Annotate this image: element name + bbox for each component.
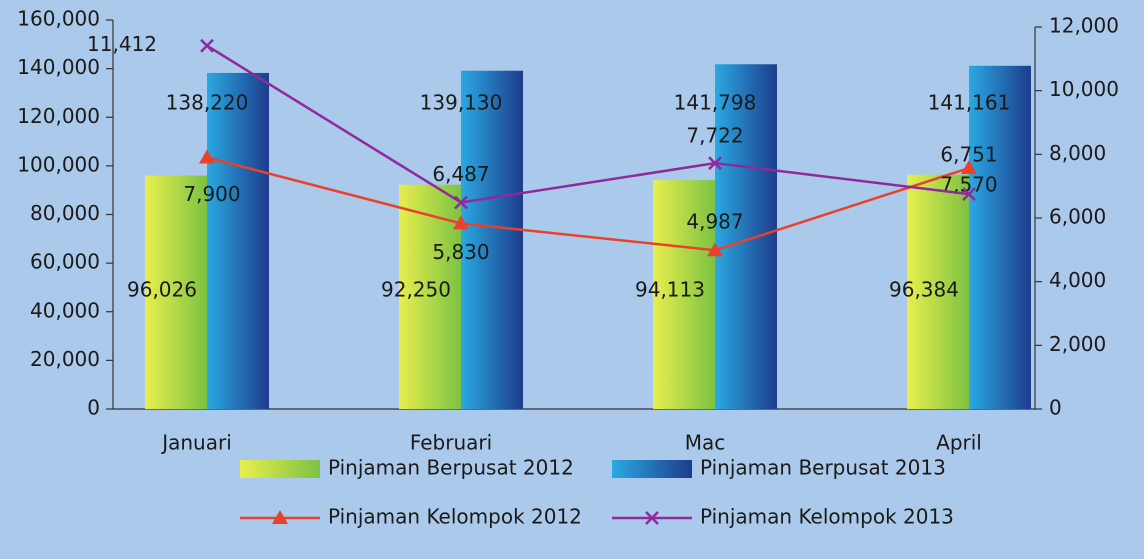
value-label: 141,161: [928, 91, 1011, 115]
bar: [145, 175, 207, 409]
x-tick-label: April: [936, 431, 982, 455]
x-tick-label: Februari: [410, 431, 492, 455]
y-tick-label: 160,000: [17, 7, 100, 31]
x-tick-label: Mac: [685, 431, 726, 455]
y-tick-label: 60,000: [30, 250, 100, 274]
marker: [962, 187, 976, 201]
value-label: 4,987: [686, 210, 743, 234]
legend-swatch: [612, 460, 692, 478]
value-label: 7,722: [686, 124, 743, 148]
value-label: 92,250: [381, 278, 451, 302]
y-tick-label: 0: [87, 396, 100, 420]
y2-tick-label: 4,000: [1049, 268, 1106, 292]
y-tick-label: 140,000: [17, 55, 100, 79]
y-tick-label: 20,000: [30, 347, 100, 371]
marker: [200, 38, 214, 53]
y-tick-label: 120,000: [17, 104, 100, 128]
marker: [708, 156, 722, 171]
value-label: 96,384: [889, 278, 959, 302]
value-label: 94,113: [635, 278, 705, 302]
value-label: 138,220: [166, 91, 249, 115]
legend-marker: [645, 511, 659, 525]
value-label: 11,412: [87, 32, 157, 56]
value-label: 5,830: [432, 240, 489, 264]
y-tick-label: 100,000: [17, 152, 100, 176]
marker: [199, 149, 215, 164]
y2-tick-label: 10,000: [1049, 77, 1119, 101]
value-label: 6,487: [432, 162, 489, 186]
legend-marker: [272, 510, 288, 524]
y-tick-label: 40,000: [30, 298, 100, 322]
y2-tick-label: 0: [1049, 396, 1062, 420]
value-label: 96,026: [127, 278, 197, 302]
legend-label: Pinjaman Berpusat 2012: [328, 456, 574, 480]
value-label: 6,751: [940, 143, 997, 167]
y2-tick-label: 2,000: [1049, 332, 1106, 356]
bar: [969, 65, 1031, 410]
value-label: 141,798: [674, 91, 757, 115]
legend-swatch: [240, 460, 320, 478]
bar: [907, 174, 969, 409]
marker: [961, 160, 977, 175]
y2-tick-label: 12,000: [1049, 14, 1119, 38]
bar: [461, 70, 523, 410]
marker: [453, 215, 469, 230]
y2-tick-label: 8,000: [1049, 141, 1106, 165]
bar: [207, 72, 269, 409]
legend-label: Pinjaman Kelompok 2013: [700, 505, 954, 529]
bar: [653, 180, 715, 409]
value-label: 7,900: [183, 182, 240, 206]
bar: [399, 184, 461, 409]
bar: [715, 64, 777, 410]
x-tick-label: Januari: [160, 431, 232, 455]
y2-tick-label: 6,000: [1049, 205, 1106, 229]
y-tick-label: 80,000: [30, 201, 100, 225]
marker: [707, 242, 723, 257]
line: [206, 44, 970, 204]
legend-label: Pinjaman Kelompok 2012: [328, 505, 582, 529]
value-label: 139,130: [420, 91, 503, 115]
legend-label: Pinjaman Berpusat 2013: [700, 456, 946, 480]
line: [206, 156, 970, 252]
marker: [454, 195, 468, 210]
